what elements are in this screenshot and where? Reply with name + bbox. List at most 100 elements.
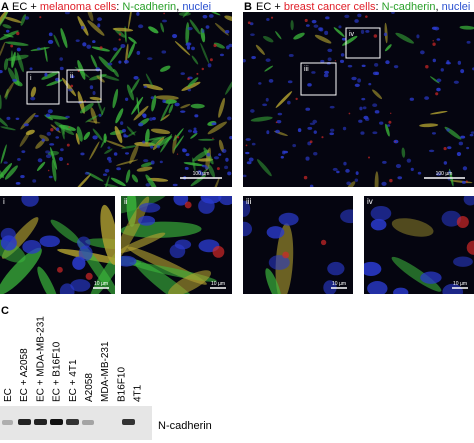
nucleus: [424, 96, 430, 100]
nucleus: [297, 128, 302, 133]
cell-body: [3, 58, 9, 71]
nucleus: [64, 12, 70, 15]
cell-body: [112, 27, 134, 32]
nucleus: [228, 43, 232, 48]
nucleus: [363, 115, 369, 120]
cell-body: [314, 34, 332, 44]
nucleus: [276, 119, 282, 124]
nucleus: [341, 37, 347, 41]
nucleus: [172, 33, 178, 39]
band: [18, 419, 31, 425]
cell-body: [4, 82, 14, 98]
inset-box: [300, 62, 337, 96]
micrograph-content: [243, 196, 353, 294]
nucleus: [395, 163, 402, 169]
red-cell: [66, 163, 69, 166]
cell-body: [395, 32, 415, 44]
nucleus: [12, 78, 17, 82]
nucleus: [381, 181, 387, 186]
nucleus: [420, 50, 425, 55]
nucleus: [251, 142, 256, 146]
cell-body: [225, 77, 232, 95]
cell-body: [126, 131, 137, 138]
nucleus: [457, 60, 462, 65]
cell-body: [180, 103, 191, 109]
nucleus: [219, 53, 224, 57]
inset-label: iii: [304, 66, 309, 73]
nucleus: [123, 135, 129, 138]
nucleus: [92, 91, 96, 96]
cell-body: [92, 128, 103, 141]
cell-body: [293, 32, 305, 40]
red-cell: [187, 77, 190, 81]
cell-body: [191, 55, 199, 65]
nucleus: [265, 58, 271, 62]
cell-body: [87, 12, 94, 22]
nucleus: [243, 221, 253, 237]
nucleus: [162, 19, 167, 23]
red-cell: [57, 266, 63, 273]
nucleus: [84, 172, 90, 175]
cell-body: [255, 44, 265, 55]
nucleus: [21, 150, 26, 154]
nucleus: [362, 106, 367, 110]
cell-body: [126, 84, 135, 101]
nucleus: [16, 47, 21, 52]
nucleus: [221, 148, 227, 153]
nucleus: [355, 171, 359, 175]
cell-body: [197, 138, 215, 141]
nucleus: [417, 171, 422, 175]
nucleus: [218, 196, 232, 206]
nucleus: [137, 215, 156, 226]
nucleus: [262, 103, 268, 107]
cell-body: [3, 16, 22, 23]
nucleus: [287, 80, 293, 84]
nucleus: [354, 178, 359, 182]
nucleus: [339, 59, 345, 64]
nucleus: [277, 112, 283, 116]
cell-body: [0, 126, 16, 131]
nucleus: [0, 69, 3, 74]
nucleus: [281, 150, 286, 155]
nucleus: [149, 117, 153, 121]
nucleus: [305, 156, 310, 161]
panel-label: A: [1, 1, 9, 13]
nucleus: [435, 172, 442, 176]
nucleus: [268, 78, 274, 83]
nucleus: [187, 27, 193, 31]
nucleus: [447, 146, 452, 150]
nucleus: [185, 153, 190, 157]
cell-body: [0, 41, 6, 60]
cell-body: [333, 27, 345, 37]
cell-body: [30, 86, 37, 98]
nucleus: [383, 32, 388, 37]
zoom-label: i: [3, 197, 5, 206]
nucleus: [361, 97, 366, 101]
micrograph-content: [243, 12, 474, 187]
red-cell: [84, 100, 86, 102]
cell-body: [148, 26, 159, 34]
red-cell: [432, 42, 436, 46]
lane-label: EC: [3, 388, 14, 402]
nucleus: [342, 126, 347, 131]
cell-body: [47, 151, 60, 156]
cell-body: [168, 104, 174, 114]
nucleus: [436, 78, 442, 83]
nucleus: [372, 71, 378, 76]
micrograph: [364, 196, 474, 294]
nucleus: [20, 175, 25, 179]
nucleus: [185, 42, 191, 47]
cell-body: [385, 123, 390, 137]
background: [243, 196, 353, 294]
nucleus: [248, 157, 254, 162]
nucleus: [0, 227, 16, 242]
lane-labels: EC EC + A2058 EC + MDA-MB-231 EC + B16F10 EC…: [3, 316, 144, 402]
cell-body: [374, 171, 379, 187]
nucleus: [406, 158, 412, 163]
red-cell: [466, 240, 474, 255]
cell-body: [159, 65, 171, 72]
nucleus: [80, 25, 85, 30]
nucleus: [92, 135, 98, 140]
nucleus: [440, 68, 444, 72]
nucleus: [201, 29, 205, 33]
